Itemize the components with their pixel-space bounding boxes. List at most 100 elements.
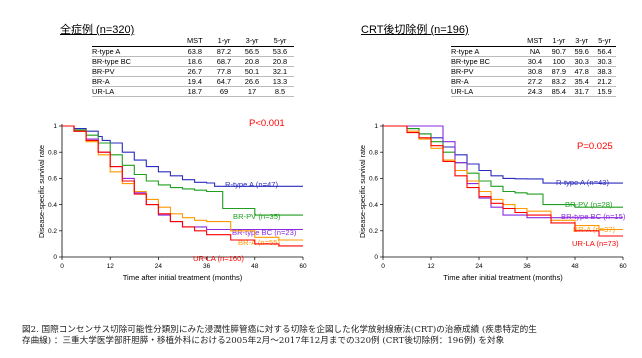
table-header: MST xyxy=(179,36,210,47)
y-tick-label: 0.2 xyxy=(369,228,378,235)
table-cell: UR-LA xyxy=(451,86,523,97)
y-tick-label: 0 xyxy=(374,254,378,261)
table-cell: 59.6 xyxy=(570,46,594,57)
series-label: BR-PV (n=35) xyxy=(233,212,281,221)
table-cell: 38.3 xyxy=(593,66,616,77)
table-header xyxy=(451,36,523,47)
x-tick-label: 48 xyxy=(251,263,259,270)
table-cell: 30.4 xyxy=(522,56,548,67)
y-tick-label: 0.4 xyxy=(48,202,57,209)
table-cell: R-type A xyxy=(451,46,523,57)
table-cell: 30.3 xyxy=(593,56,616,67)
table-cell: BR-A xyxy=(451,76,523,87)
table-cell: 26.6 xyxy=(237,76,266,87)
km-survival-chart: 0 0.2 0.4 0.6 0.8 1 0 12 24 36 48 60 Time after init… xyxy=(37,123,307,282)
table-cell: R-type A xyxy=(92,46,180,57)
y-tick-label: 0.6 xyxy=(48,176,57,183)
panel-title: CRT後切除例 (n=196) xyxy=(361,21,469,37)
panel-title-main: CRT後切除例 xyxy=(361,24,428,36)
panel-title-main: 全症例 xyxy=(60,24,93,36)
table-cell: BR-type BC xyxy=(451,56,523,67)
table-cell: 8.5 xyxy=(265,86,294,97)
table-cell: NA xyxy=(522,46,548,57)
table-row: BR-PV 30.8 87.9 47.8 38.3 xyxy=(451,66,616,77)
x-axis-label: Time after initial treatment (months) xyxy=(443,273,563,282)
table-header: 1-yr xyxy=(547,36,571,47)
series-line-br-pv-n-35 xyxy=(62,125,303,216)
y-tick-label: 0.4 xyxy=(369,202,378,209)
table-cell: 53.6 xyxy=(265,46,294,57)
mst-table: MST 1-yr 3-yr 5-yr R-type A 63.8 87.2 56… xyxy=(92,36,294,97)
y-tick-label: 0.8 xyxy=(48,149,57,156)
table-cell: 56.5 xyxy=(237,46,266,57)
table-cell: 47.8 xyxy=(570,66,594,77)
caption-line: 存曲線) ：三重大学医学部肝胆膵・移植外科における2005年2月〜2017年12… xyxy=(22,336,505,346)
table-cell: BR-A xyxy=(92,76,180,87)
table-cell: UR-LA xyxy=(92,86,180,97)
table-cell: 26.7 xyxy=(179,66,210,77)
table-cell: 35.4 xyxy=(570,76,594,87)
table-cell: BR-PV xyxy=(92,66,180,77)
table-header: 5-yr xyxy=(265,36,294,47)
figure-caption: 図2. 国際コンセンサス切除可能性分類別にみた浸潤性膵管癌に対する切除を企図した… xyxy=(22,325,634,347)
panel-crt-resection: CRT後切除例 (n=196) MST 1-yr 3-yr 5-yr R-typ… xyxy=(321,0,642,310)
table-header: 1-yr xyxy=(209,36,238,47)
y-axis-label: Disease-specific survival rate xyxy=(37,145,46,238)
x-tick-label: 60 xyxy=(619,263,627,270)
y-tick-label: 0.6 xyxy=(369,176,378,183)
y-tick-label: 1 xyxy=(374,123,378,130)
table-row: BR-A 27.2 83.2 35.4 21.2 xyxy=(451,76,616,87)
table-cell: BR-type BC xyxy=(92,56,180,67)
table-header: 3-yr xyxy=(237,36,266,47)
table-cell: BR-PV xyxy=(451,66,523,77)
x-tick-label: 12 xyxy=(427,263,435,270)
table-cell: 21.2 xyxy=(593,76,616,87)
table-cell: 63.8 xyxy=(179,46,210,57)
table-cell: 83.2 xyxy=(547,76,571,87)
table-cell: 87.2 xyxy=(209,46,238,57)
table-row: UR-LA 24.3 85.4 31.7 15.9 xyxy=(451,86,616,97)
table-cell: 18.6 xyxy=(179,56,210,67)
series-line-ur-la-n-73 xyxy=(383,125,623,237)
table-row: BR-type BC 30.4 100 30.3 30.3 xyxy=(451,56,616,67)
p-value: P=0.025 xyxy=(577,141,613,152)
table-cell: 31.7 xyxy=(570,86,594,97)
table-row: R-type A NA 90.7 59.6 56.4 xyxy=(451,46,616,57)
table-cell: 64.7 xyxy=(209,76,238,87)
x-tick-label: 36 xyxy=(523,263,531,270)
mst-table: MST 1-yr 3-yr 5-yr R-type A NA 90.7 59.6… xyxy=(451,36,616,97)
table-cell: 18.7 xyxy=(179,86,210,97)
x-tick-label: 48 xyxy=(571,263,579,270)
x-tick-label: 12 xyxy=(107,263,115,270)
table-cell: 20.8 xyxy=(265,56,294,67)
series-line-br-pv-n-28 xyxy=(383,125,623,208)
x-tick-label: 60 xyxy=(299,263,307,270)
y-tick-label: 0.8 xyxy=(369,149,378,156)
table-header xyxy=(92,36,180,47)
panel-title-n: (n=196) xyxy=(427,24,469,36)
series-line-r-type-a-n-47 xyxy=(62,125,303,187)
x-tick-label: 0 xyxy=(381,263,385,270)
table-cell: 87.9 xyxy=(547,66,571,77)
table-cell: 90.7 xyxy=(547,46,571,57)
y-tick-label: 0 xyxy=(53,254,57,261)
table-row: BR-A 19.4 64.7 26.6 13.3 xyxy=(92,76,294,87)
km-survival-chart: 0 0.2 0.4 0.6 0.8 1 0 12 24 36 48 60 Time after init… xyxy=(358,123,627,282)
table-cell: 24.3 xyxy=(522,86,548,97)
series-line-ur-la-n-160 xyxy=(62,125,303,247)
table-cell: 68.7 xyxy=(209,56,238,67)
y-tick-label: 0.2 xyxy=(48,228,57,235)
table-row: BR-PV 26.7 77.8 50.1 32.1 xyxy=(92,66,294,77)
panel-all-cases: 全症例 (n=320) MST 1-yr 3-yr 5-yr R-type A … xyxy=(0,0,321,310)
series-label: UR-LA (n=160) xyxy=(193,254,244,263)
table-cell: 50.1 xyxy=(237,66,266,77)
table-cell: 13.3 xyxy=(265,76,294,87)
table-cell: 20.8 xyxy=(237,56,266,67)
table-cell: 85.4 xyxy=(547,86,571,97)
panel-title-n: (n=320) xyxy=(93,24,135,36)
table-row: BR-type BC 18.6 68.7 20.8 20.8 xyxy=(92,56,294,67)
series-label: R-type A (n=43) xyxy=(556,178,609,187)
table-header: MST xyxy=(522,36,548,47)
table-cell: 30.3 xyxy=(570,56,594,67)
